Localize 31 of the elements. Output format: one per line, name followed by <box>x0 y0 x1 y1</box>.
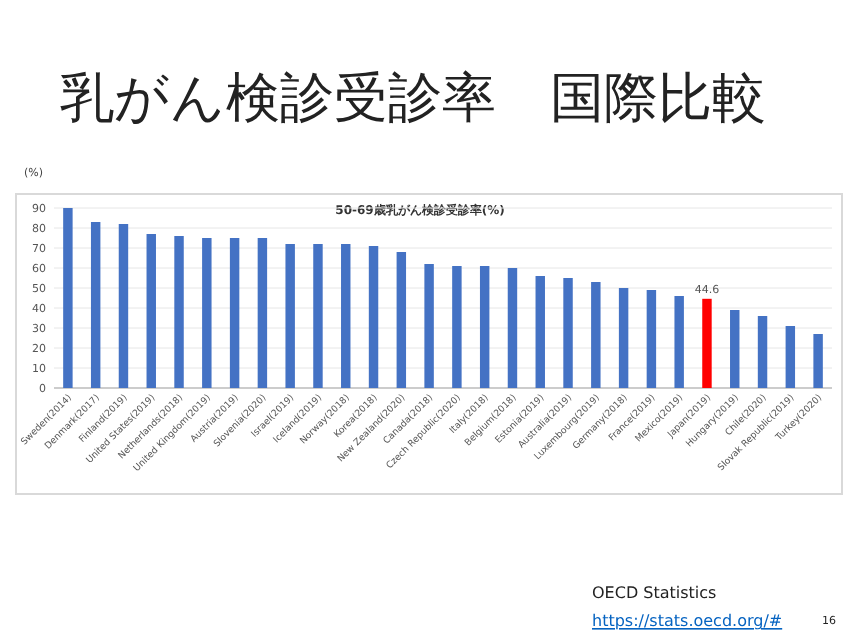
bar <box>785 326 796 388</box>
bar <box>757 316 768 388</box>
bar <box>396 252 407 388</box>
bar <box>424 264 434 388</box>
bar <box>507 268 518 388</box>
bar <box>229 238 240 388</box>
bar <box>174 236 184 388</box>
bar <box>591 282 601 388</box>
bar <box>535 276 545 388</box>
bar <box>313 244 323 388</box>
bar <box>146 234 156 388</box>
bar <box>452 266 462 388</box>
bar <box>479 266 490 388</box>
bar <box>63 208 73 388</box>
bar <box>730 310 740 388</box>
bar <box>702 298 712 388</box>
bar <box>118 224 129 388</box>
bar <box>90 222 101 388</box>
bar <box>563 278 573 388</box>
text: https://stats.oecd.org/# <box>592 612 783 630</box>
chart-title: 乳がん検診受診率 国際比較 <box>60 68 766 130</box>
bar <box>368 246 379 388</box>
text: OECD Statistics <box>592 584 717 602</box>
bar <box>202 238 212 388</box>
bar <box>341 244 351 388</box>
bar <box>646 290 657 388</box>
bar <box>674 296 684 388</box>
bar <box>257 238 268 388</box>
bar <box>813 334 823 388</box>
bar <box>285 244 295 388</box>
bar <box>618 288 629 388</box>
